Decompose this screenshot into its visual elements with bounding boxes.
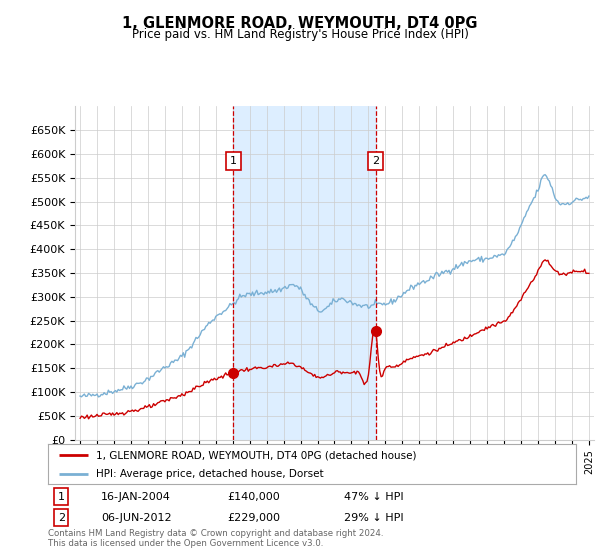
Text: 1: 1 [58, 492, 65, 502]
Text: 2: 2 [58, 512, 65, 522]
Bar [233, 106, 376, 440]
Text: 16-JAN-2004: 16-JAN-2004 [101, 492, 170, 502]
Text: £229,000: £229,000 [227, 512, 281, 522]
Text: Contains HM Land Registry data © Crown copyright and database right 2024.
This d: Contains HM Land Registry data © Crown c… [48, 529, 383, 548]
Text: 06-JUN-2012: 06-JUN-2012 [101, 512, 172, 522]
Text: 1, GLENMORE ROAD, WEYMOUTH, DT4 0PG: 1, GLENMORE ROAD, WEYMOUTH, DT4 0PG [122, 16, 478, 31]
Text: 47% ↓ HPI: 47% ↓ HPI [344, 492, 403, 502]
Text: 1: 1 [230, 156, 237, 166]
Text: HPI: Average price, detached house, Dorset: HPI: Average price, detached house, Dors… [95, 469, 323, 479]
Text: £140,000: £140,000 [227, 492, 280, 502]
Text: Price paid vs. HM Land Registry's House Price Index (HPI): Price paid vs. HM Land Registry's House … [131, 28, 469, 41]
Text: 29% ↓ HPI: 29% ↓ HPI [344, 512, 403, 522]
Text: 2: 2 [372, 156, 379, 166]
Text: 1, GLENMORE ROAD, WEYMOUTH, DT4 0PG (detached house): 1, GLENMORE ROAD, WEYMOUTH, DT4 0PG (det… [95, 450, 416, 460]
